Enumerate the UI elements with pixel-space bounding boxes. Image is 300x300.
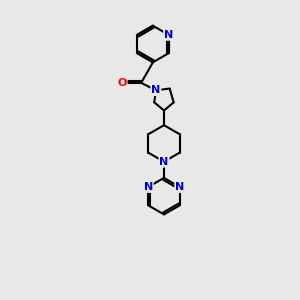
Text: O: O [117,78,127,88]
Text: N: N [144,182,153,192]
Text: N: N [159,157,169,167]
Text: N: N [175,182,184,192]
Text: N: N [164,30,173,40]
Text: N: N [151,85,160,95]
